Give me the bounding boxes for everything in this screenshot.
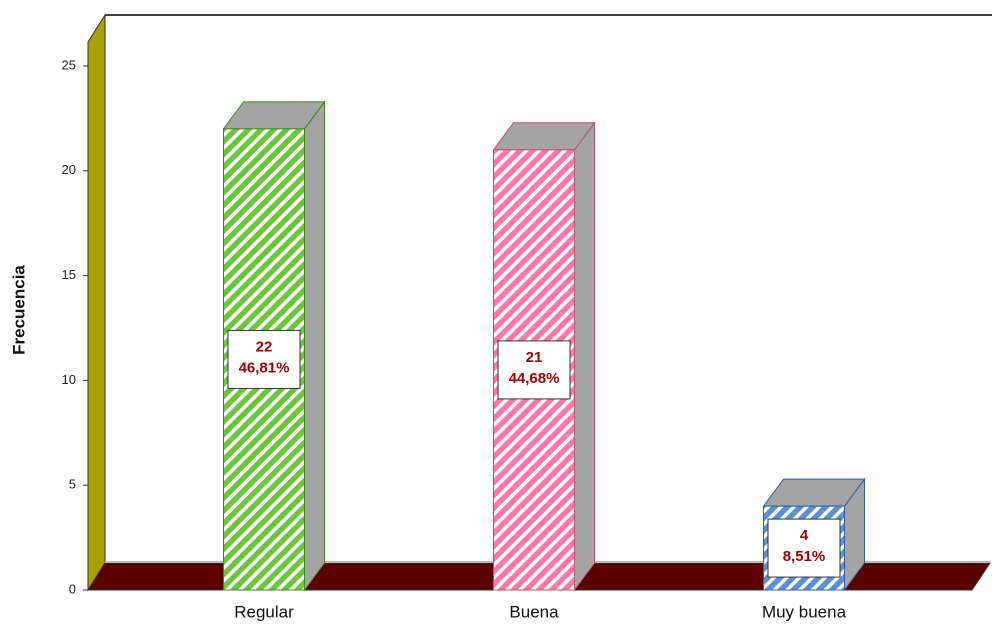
value-label-box xyxy=(227,329,301,389)
x-tick-label: Muy buena xyxy=(762,602,847,621)
x-tick-label: Regular xyxy=(234,602,294,621)
value-label: 22 xyxy=(256,338,273,355)
percentage-label: 44,68% xyxy=(509,370,560,387)
bar-side xyxy=(574,121,595,592)
y-axis-label: Frecuencia xyxy=(9,265,28,355)
x-tick-label: Buena xyxy=(509,602,559,621)
y-tick-label: 15 xyxy=(62,267,76,282)
y-axis-wall xyxy=(87,13,106,592)
y-tick-label: 0 xyxy=(69,581,76,596)
y-tick-label: 10 xyxy=(62,372,76,387)
percentage-label: 8,51% xyxy=(783,548,826,565)
y-tick-label: 25 xyxy=(62,57,76,72)
y-tick-label: 5 xyxy=(69,477,76,492)
bar-side xyxy=(304,100,325,592)
percentage-label: 46,81% xyxy=(239,359,290,376)
value-label: 21 xyxy=(526,349,543,366)
y-tick-label: 20 xyxy=(62,162,76,177)
value-label-box xyxy=(497,340,571,400)
value-label: 4 xyxy=(800,527,809,544)
value-label-box xyxy=(767,518,841,578)
